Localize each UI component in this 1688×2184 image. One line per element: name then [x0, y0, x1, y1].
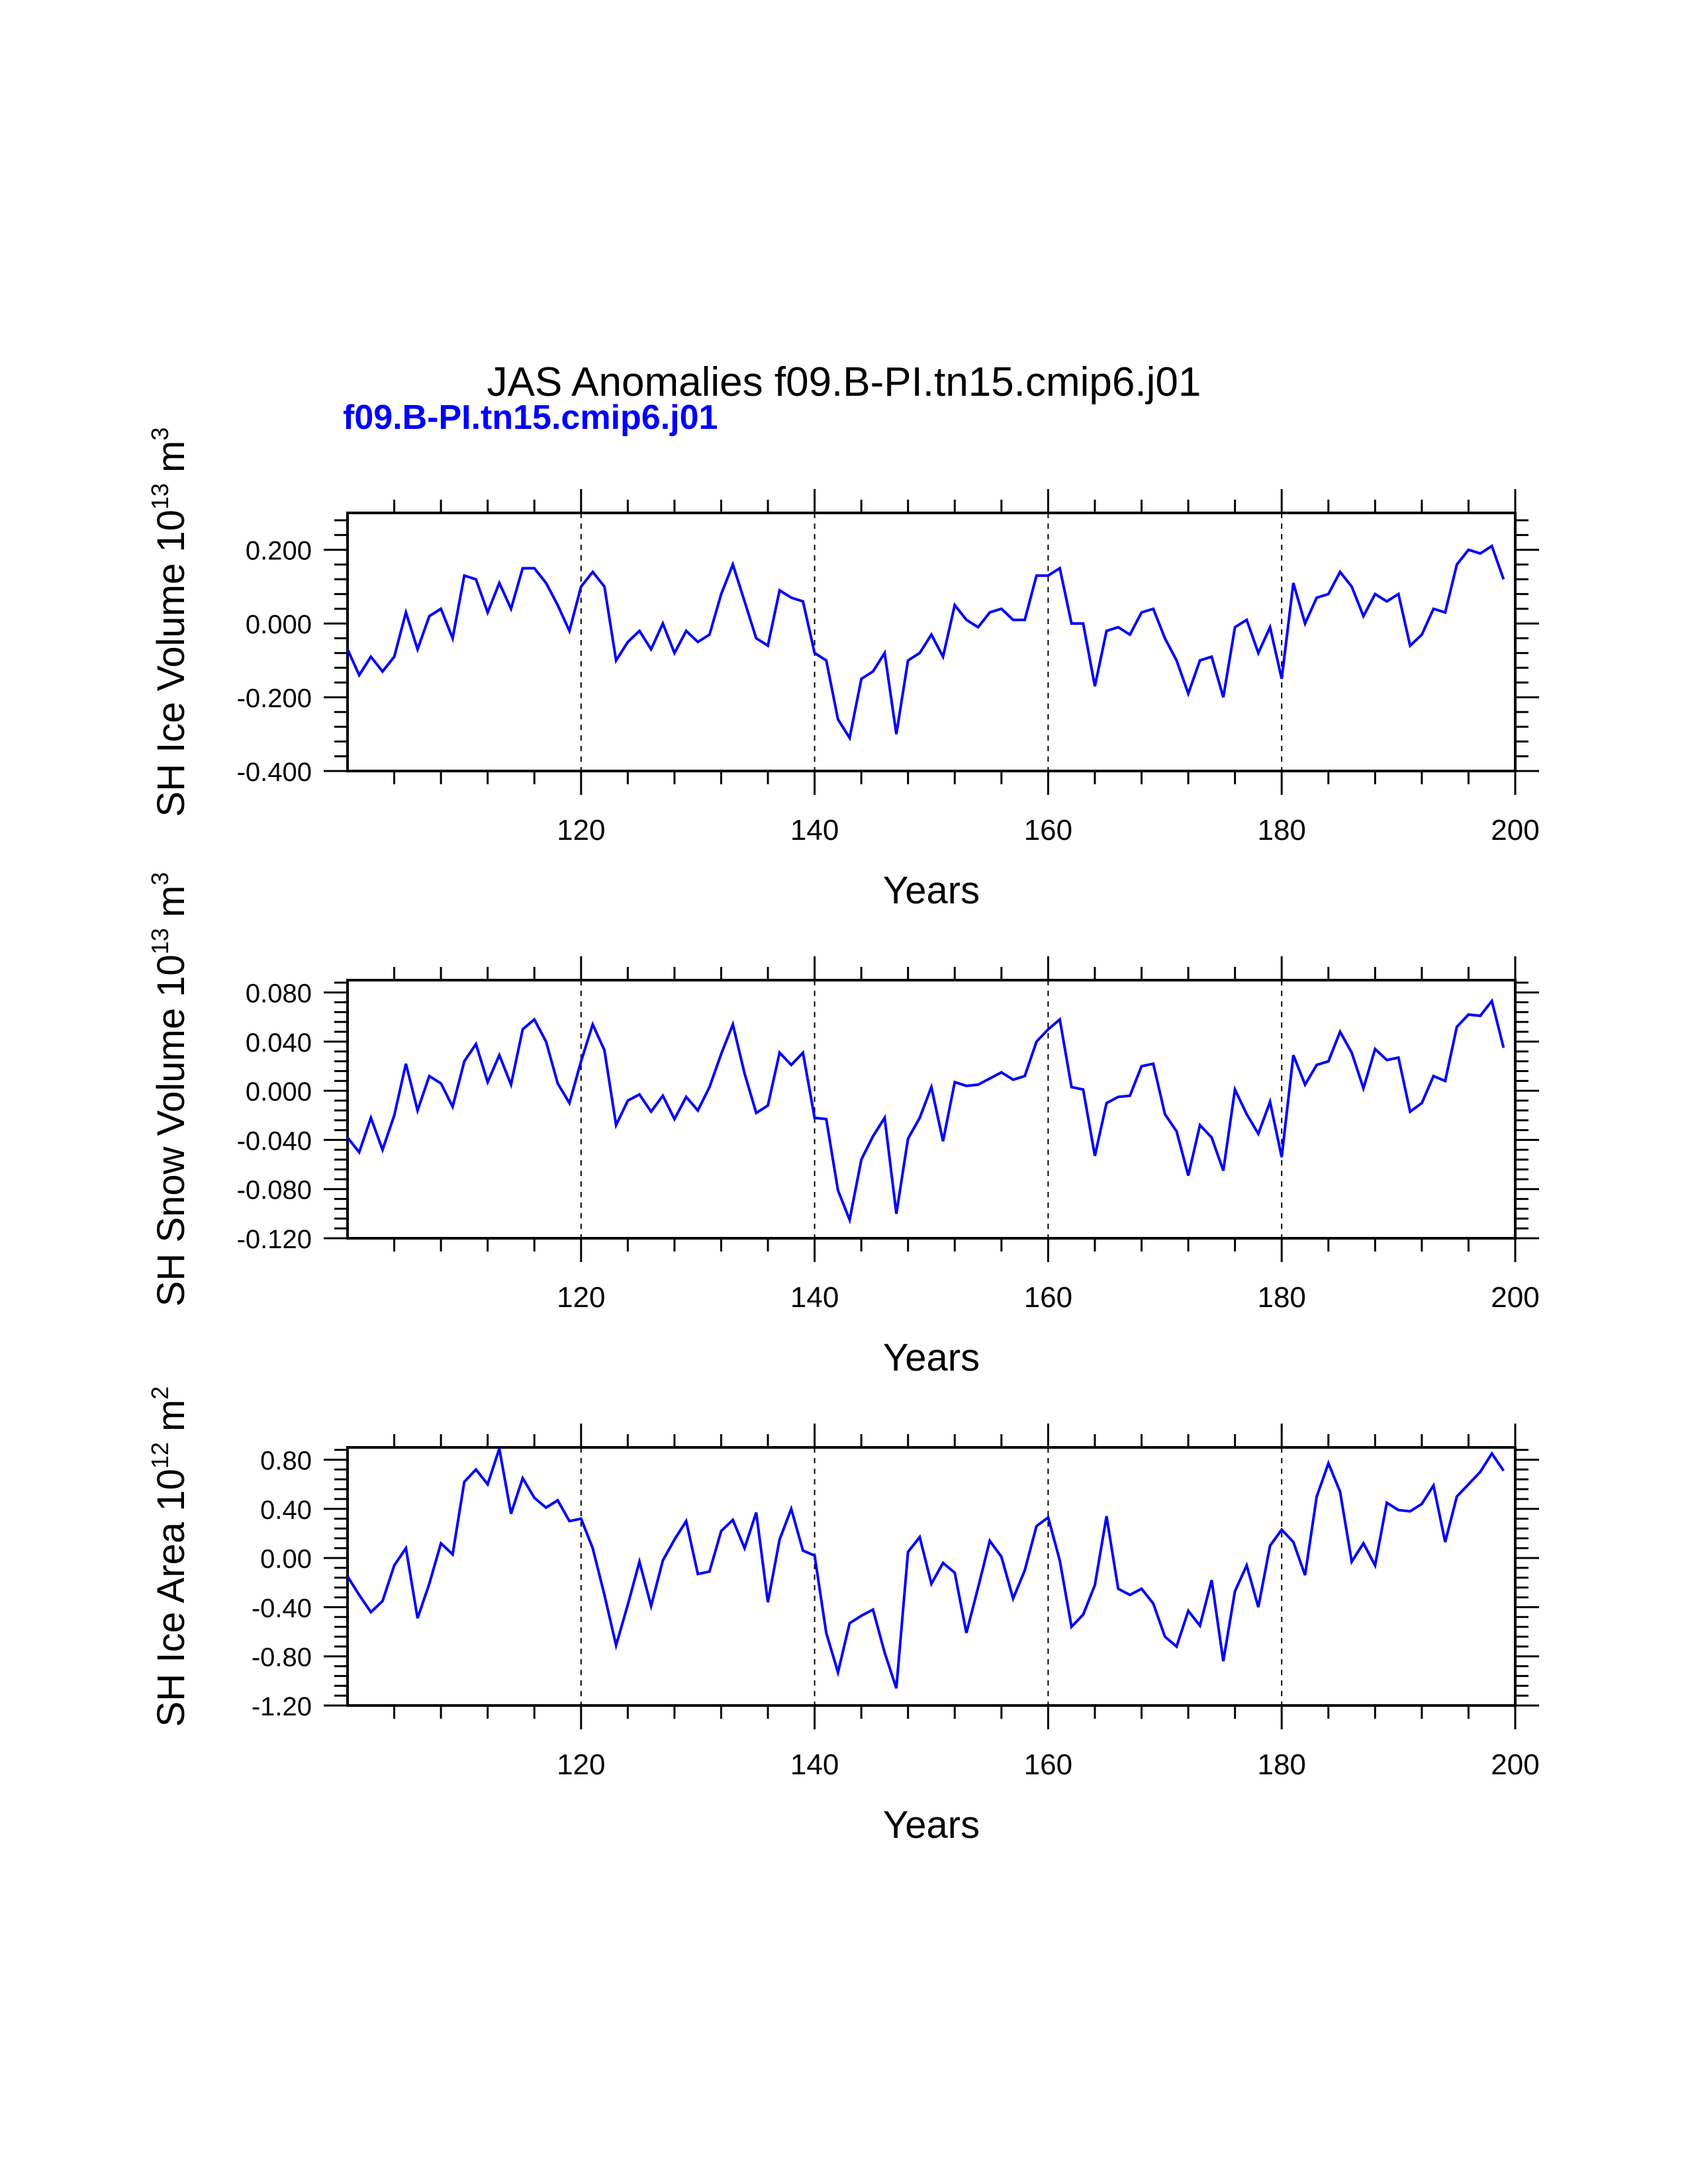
y-tick-label: -0.200	[237, 684, 312, 713]
y-tick-label: 0.000	[246, 610, 312, 639]
x-tick-label: 120	[557, 1281, 605, 1314]
x-tick-label: 140	[790, 814, 839, 846]
x-axis-label: Years	[883, 869, 980, 912]
y-axis-label-unit: m	[150, 886, 193, 928]
y-tick-label: -0.400	[237, 758, 312, 787]
x-tick-label: 140	[790, 1281, 839, 1314]
y-tick-label: -0.080	[237, 1176, 312, 1205]
y-axis-label-unit-exponent: 3	[146, 872, 173, 886]
y-axis-label-exponent: 13	[146, 483, 173, 510]
series-line	[346, 1448, 1505, 1689]
x-tick-label: 180	[1257, 1281, 1305, 1314]
x-tick-label: 200	[1491, 1281, 1539, 1314]
panel-3: 120 140 160 180 200 Years -1.20 -0.80 -0.40 0.00 0…	[146, 1387, 1540, 1846]
y-axis-label-main: SH Ice Volume 10	[150, 510, 193, 817]
y-axis-label-unit: m	[150, 1400, 193, 1442]
series-line	[346, 544, 1505, 742]
x-tick-label: 180	[1257, 814, 1305, 846]
y-tick-label: -0.80	[252, 1643, 312, 1672]
x-axis-label: Years	[883, 1336, 980, 1379]
y-axis-label: SH Ice Volume 1013 m3	[146, 428, 193, 817]
y-tick-label: 0.040	[246, 1028, 312, 1058]
y-axis-label-main: SH Snow Volume 10	[150, 954, 193, 1306]
y-axis-label-main: SH Ice Area 10	[150, 1469, 193, 1727]
y-tick-label: 0.80	[260, 1447, 312, 1476]
y-axis-label-unit: m	[150, 441, 193, 483]
y-tick-label: 0.080	[246, 979, 312, 1009]
y-axis-label-unit-exponent: 2	[146, 1387, 173, 1400]
series-line	[346, 998, 1505, 1225]
x-tick-label: 180	[1257, 1749, 1305, 1781]
y-axis-label-exponent: 12	[146, 1442, 173, 1469]
y-axis-label: SH Snow Volume 1013 m3	[146, 872, 193, 1306]
plot-frame	[346, 979, 1517, 1240]
x-tick-label: 140	[790, 1749, 839, 1781]
case-label: f09.B-PI.tn15.cmip6.j01	[343, 398, 718, 437]
x-tick-label: 120	[557, 1749, 605, 1781]
panel-2: 120 140 160 180 200 Years -0.120 -0.080 -0.040 0.…	[146, 872, 1540, 1379]
main-title: JAS Anomalies f09.B-PI.tn15.cmip6.j01	[487, 359, 1201, 405]
y-tick-label: 0.000	[246, 1077, 312, 1107]
panel-1: 120 140 160 180 200 Years -0.400 -0.200 0.000 0.2…	[146, 428, 1540, 912]
plot-frame	[346, 1446, 1517, 1707]
y-tick-label: -0.120	[237, 1225, 312, 1254]
x-tick-label: 160	[1024, 1749, 1072, 1781]
y-tick-label: -1.20	[252, 1692, 312, 1721]
x-tick-label: 120	[557, 814, 605, 846]
x-tick-label: 200	[1491, 814, 1539, 846]
y-axis-label-unit-exponent: 3	[146, 428, 173, 441]
panels: 120 140 160 180 200 Years -0.400 -0.200 0.000 0.2…	[146, 428, 1540, 1846]
x-tick-label: 160	[1024, 1281, 1072, 1314]
y-tick-label: -0.40	[252, 1594, 312, 1623]
y-tick-label: 0.40	[260, 1496, 312, 1525]
plot-frame	[346, 512, 1517, 772]
x-tick-label: 160	[1024, 814, 1072, 846]
x-tick-label: 200	[1491, 1749, 1539, 1781]
y-tick-label: -0.040	[237, 1126, 312, 1156]
y-tick-label: 0.200	[246, 537, 312, 566]
x-axis-label: Years	[883, 1803, 980, 1846]
y-axis-label-exponent: 13	[146, 928, 173, 954]
y-axis-label: SH Ice Area 1012 m2	[146, 1387, 193, 1727]
y-tick-label: 0.00	[260, 1545, 312, 1574]
